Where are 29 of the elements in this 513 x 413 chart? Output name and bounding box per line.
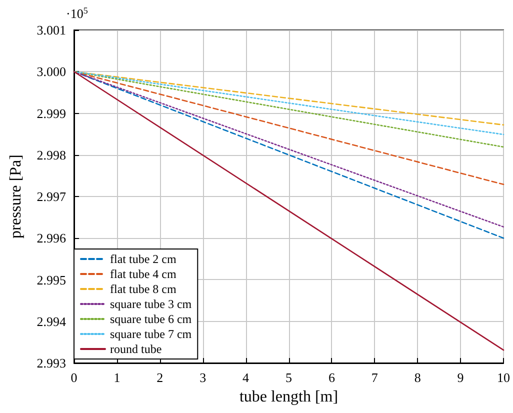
y-tick-label: 2.998 xyxy=(36,147,66,162)
x-tick-label: 6 xyxy=(328,370,336,385)
y-tick-label: 2.999 xyxy=(36,106,66,121)
x-axis-title: tube length [m] xyxy=(239,388,338,406)
y-axis-title: pressure [Pa] xyxy=(8,154,24,238)
x-tick-label: 5 xyxy=(286,370,292,385)
x-tick-label: 4 xyxy=(242,370,250,385)
y-tick-label: 2.995 xyxy=(36,272,66,288)
legend-label: flat tube 4 cm xyxy=(110,267,177,281)
y-tick-label: 2.993 xyxy=(36,356,66,370)
y-tick-label: 3.000 xyxy=(36,64,66,80)
x-tick-label: 8 xyxy=(414,370,421,385)
legend-label: flat tube 8 cm xyxy=(110,282,177,296)
y-tick-label: 2.996 xyxy=(36,230,66,246)
x-tick-label: 2 xyxy=(156,370,164,385)
legend-label: square tube 6 cm xyxy=(110,312,192,326)
x-tick-label: 3 xyxy=(200,370,206,385)
x-tick-label: 1 xyxy=(114,370,120,385)
legend-label: square tube 7 cm xyxy=(110,327,192,341)
legend-label: square tube 3 cm xyxy=(110,297,192,311)
y-tick-label: 3.001 xyxy=(36,22,66,38)
x-tick-label: 7 xyxy=(371,370,378,385)
x-tick-label: 10 xyxy=(497,370,510,385)
y-tick-label: 2.994 xyxy=(36,314,66,329)
y-tick-label: 2.997 xyxy=(36,189,66,204)
legend-label: round tube xyxy=(110,342,162,356)
x-tick-label: 0 xyxy=(70,370,78,385)
x-tick-label: 9 xyxy=(457,370,464,385)
legend-label: flat tube 2 cm xyxy=(110,252,177,266)
